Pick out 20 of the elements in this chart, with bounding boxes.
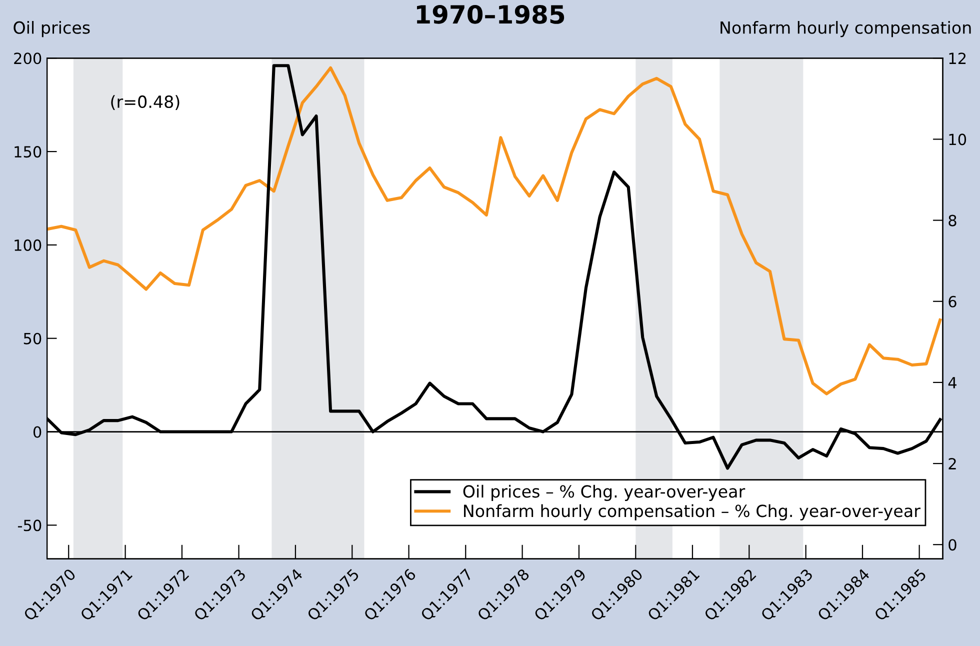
chart-title: 1970–1985 [416,4,564,24]
y2-tick-label: 0 [948,539,956,551]
line-series [47,66,942,396]
y2-tick-label: 8 [948,214,956,226]
legend-label: Oil prices – % Chg. year-over-year [463,484,746,501]
y-tick-label: 0 [33,426,42,438]
y-tick-label: 200 [14,52,42,64]
y2-tick-label: 6 [948,296,956,308]
y2-tick-label: 4 [948,377,956,388]
annotation: (r=0.48) [111,95,180,110]
y2-tick-label: 12 [949,52,966,64]
legend-label: Nonfarm hourly compensation – % Chg. year-over-year [464,504,920,520]
y-tick-label: -50 [18,520,42,532]
y-tick-label: 100 [14,239,42,251]
y-axis-title: Oil prices [14,21,90,38]
y2-tick-label: 10 [949,134,966,146]
y2-tick-label: 2 [948,458,956,470]
y-tick-label: 50 [24,332,42,344]
y-tick-label: 150 [14,146,42,158]
y2-axis-title: Nonfarm hourly compensation [720,21,971,38]
